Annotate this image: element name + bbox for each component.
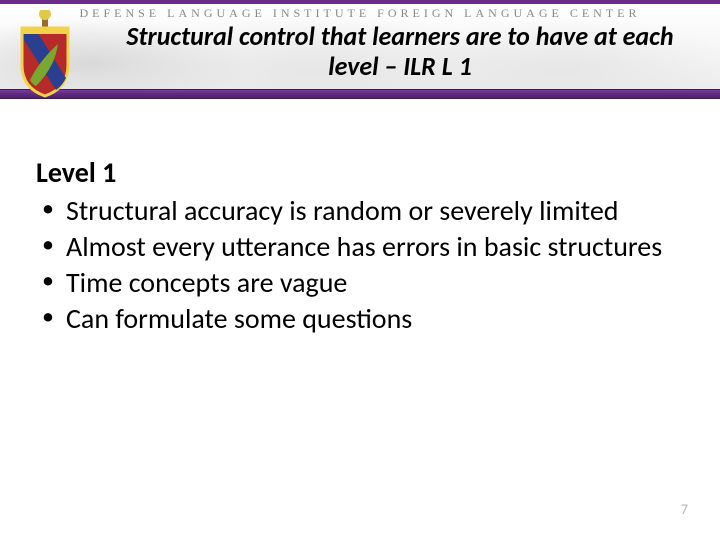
- list-item: Structural accuracy is random or severel…: [36, 194, 684, 228]
- header-purple-bar: [0, 89, 720, 99]
- level-heading: Level 1: [36, 155, 684, 190]
- bullet-list: Structural accuracy is random or severel…: [36, 194, 684, 337]
- slide: DEFENSE LANGUAGE INSTITUTE FOREIGN LANGU…: [0, 0, 720, 540]
- slide-title: Structural control that learners are to …: [100, 22, 700, 82]
- list-item: Time concepts are vague: [36, 266, 684, 300]
- header-band: DEFENSE LANGUAGE INSTITUTE FOREIGN LANGU…: [0, 0, 720, 99]
- crest-shield-icon: [12, 10, 78, 100]
- list-item: Can formulate some questions: [36, 302, 684, 336]
- page-number: 7: [681, 501, 688, 518]
- content-area: Level 1 Structural accuracy is random or…: [36, 155, 684, 339]
- list-item: Almost every utterance has errors in bas…: [36, 230, 684, 264]
